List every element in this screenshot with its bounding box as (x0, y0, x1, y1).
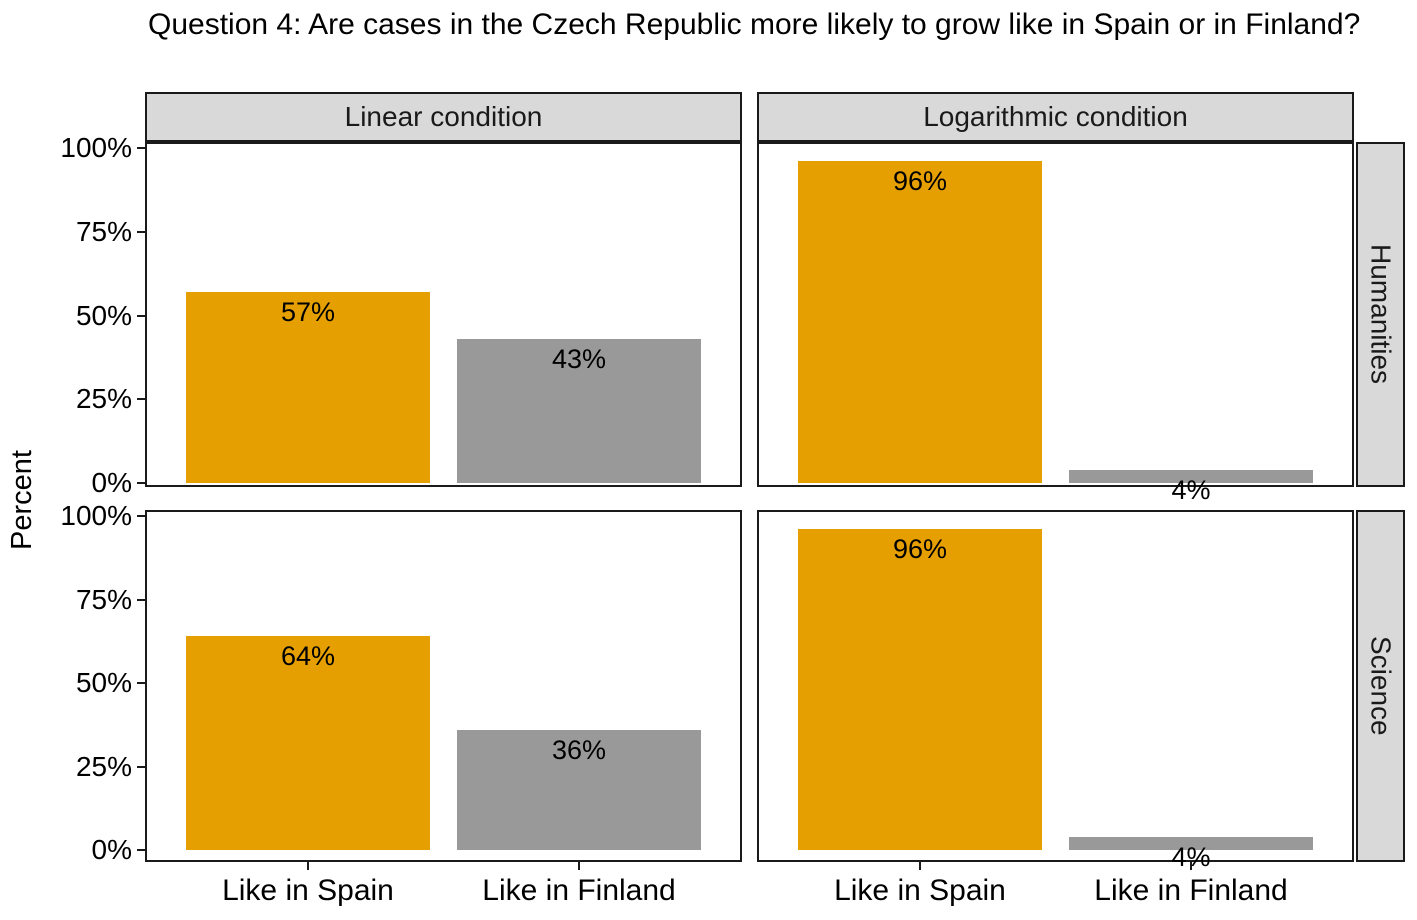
bar-humanities-linear-condition-like-in-finland (456, 338, 702, 483)
y-axis-tick (137, 482, 145, 484)
y-axis-tick (137, 515, 145, 517)
bar-value-label: 4% (1171, 474, 1211, 505)
bar-value-label: 96% (892, 534, 947, 565)
y-axis-tick (137, 598, 145, 601)
x-axis-tick (918, 862, 921, 870)
bar-science-logarithmic-condition-like-in-spain (797, 529, 1043, 850)
bar-value-label: 36% (551, 734, 607, 765)
y-axis-tick (137, 682, 145, 684)
y-axis-tick (137, 849, 145, 851)
y-axis-tick-label: 75% (75, 215, 132, 247)
bar-value-label: 96% (892, 166, 947, 197)
chart-title: Question 4: Are cases in the Czech Repub… (148, 8, 1361, 41)
facet-strip-linear-condition: Linear condition (145, 92, 742, 142)
x-axis-label-like-in-spain: Like in Spain (834, 874, 1006, 907)
y-axis-tick (137, 398, 145, 401)
x-axis-tick (306, 862, 309, 870)
bar-value-label: 4% (1171, 841, 1211, 872)
facet-strip-science: Science (1356, 510, 1405, 862)
bar-science-linear-condition-like-in-spain (185, 636, 431, 850)
y-axis-tick-label: 100% (60, 132, 132, 163)
y-axis-tick-label: 0% (91, 834, 132, 865)
y-axis-tick-label: 100% (60, 500, 132, 531)
bar-value-label: 43% (551, 343, 607, 374)
x-axis-tick (578, 862, 581, 870)
y-axis-tick (137, 147, 145, 149)
y-axis-tick-label: 0% (91, 467, 132, 498)
bar-science-logarithmic-condition-like-in-finland (1068, 836, 1314, 850)
y-axis-tick-label: 50% (75, 667, 132, 698)
x-axis-label-like-in-spain: Like in Spain (222, 874, 394, 907)
bar-humanities-logarithmic-condition-like-in-spain (797, 161, 1043, 483)
y-axis-tick-label: 25% (75, 750, 132, 782)
y-axis-tick-label: 75% (75, 583, 132, 615)
y-axis-tick (137, 230, 145, 233)
x-axis-label-like-in-finland: Like in Finland (1094, 874, 1288, 907)
x-axis-label-like-in-finland: Like in Finland (482, 874, 676, 907)
bar-science-linear-condition-like-in-finland (456, 729, 702, 850)
y-axis-tick (137, 765, 145, 768)
y-axis-tick-label: 25% (75, 383, 132, 415)
x-axis-tick (1190, 862, 1193, 870)
facet-strip-logarithmic-condition: Logarithmic condition (757, 92, 1354, 142)
bar-humanities-logarithmic-condition-like-in-finland (1068, 469, 1314, 483)
y-axis-tick-label: 50% (75, 299, 132, 331)
facet-strip-humanities: Humanities (1356, 142, 1405, 487)
y-axis-tick (137, 314, 145, 317)
bar-value-label: 57% (280, 297, 335, 328)
bar-value-label: 64% (280, 641, 335, 672)
bar-humanities-linear-condition-like-in-spain (185, 292, 431, 483)
